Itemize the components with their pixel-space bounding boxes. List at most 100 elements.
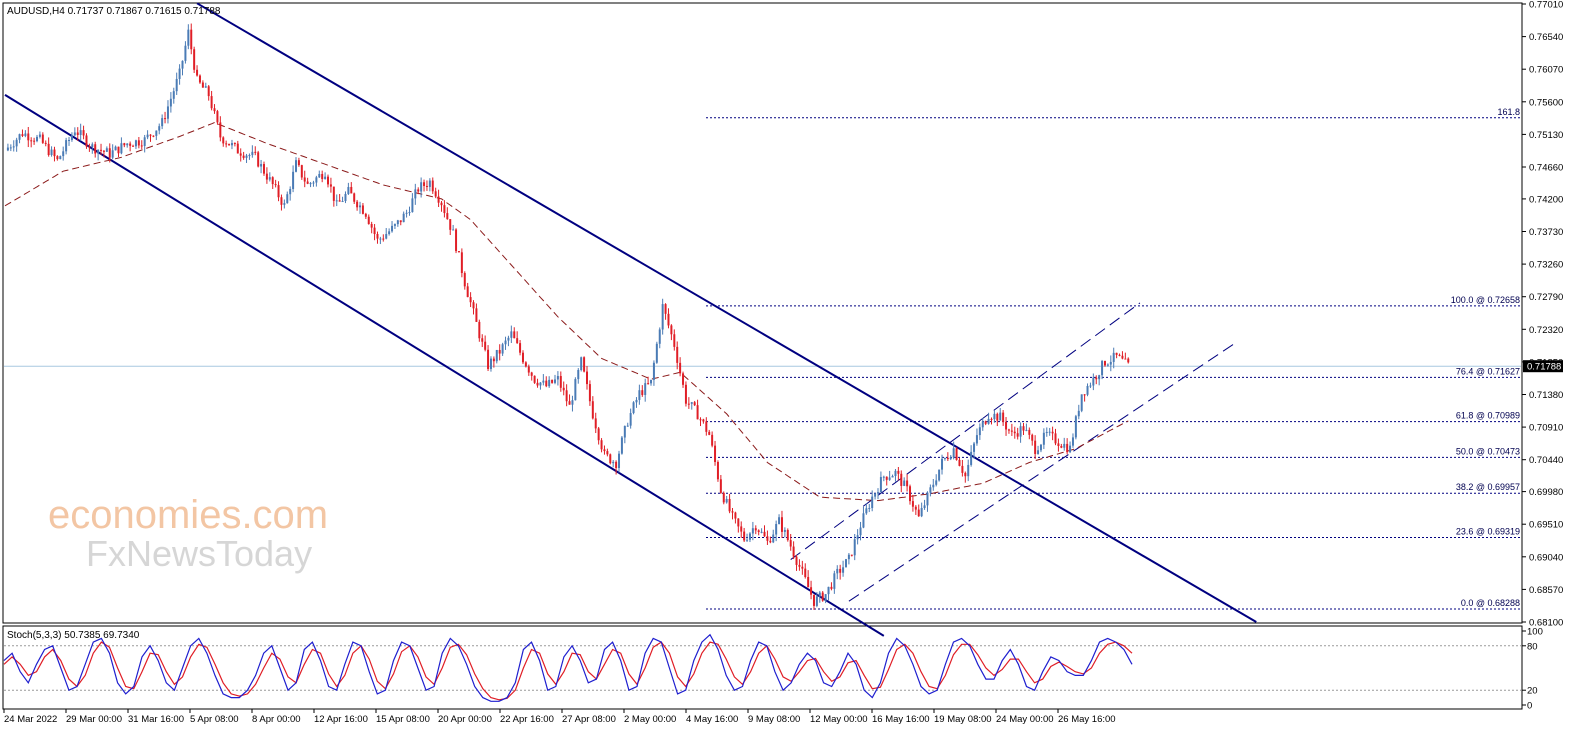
candle-body <box>417 189 420 192</box>
candle-body <box>513 331 516 339</box>
candle-body <box>1042 432 1045 445</box>
main-plot-frame <box>2 2 1523 624</box>
candle-body <box>565 390 568 402</box>
candle-body <box>938 469 941 481</box>
candle-body <box>524 362 527 367</box>
fib-level-label: 61.8 @ 0.70989 <box>1456 411 1520 421</box>
candle-body <box>891 476 894 478</box>
candle-body <box>955 448 958 460</box>
candle-body <box>332 186 335 201</box>
candle-body <box>714 445 717 462</box>
stoch-tick-label: 0 <box>1527 701 1532 712</box>
candle-body <box>597 428 600 441</box>
candle-body <box>379 238 382 240</box>
candle-body <box>303 177 306 182</box>
candle-body <box>879 477 882 493</box>
fib-level-label: 0.0 @ 0.68288 <box>1461 598 1520 608</box>
candle-body <box>1106 364 1109 366</box>
candle-body <box>484 341 487 350</box>
price-tick-label: 0.77010 <box>1529 0 1563 11</box>
candle-body <box>478 321 481 339</box>
stoch-signal-line <box>3 641 1133 701</box>
candle-body <box>696 405 699 420</box>
candle-body <box>609 454 612 464</box>
watermark-fxnewstoday: FxNewsToday <box>86 533 312 574</box>
candle-body <box>132 145 135 147</box>
candle-body <box>321 173 324 180</box>
candle-body <box>990 418 993 420</box>
candle-body <box>166 106 169 119</box>
candle-body <box>917 509 920 517</box>
candle-body <box>853 539 856 556</box>
candle-body <box>807 576 810 588</box>
candle-body <box>978 427 981 436</box>
candle-body <box>161 118 164 127</box>
price-tick-label: 0.68570 <box>1529 585 1563 596</box>
time-tick-label: 27 Apr 08:00 <box>562 714 616 725</box>
candle-body <box>1069 445 1072 453</box>
candle-body <box>245 155 248 158</box>
candle-body <box>1028 429 1031 435</box>
candle-body <box>27 133 30 141</box>
candle-body <box>443 205 446 214</box>
candle-body <box>650 379 653 384</box>
candle-body <box>449 219 452 230</box>
candle-body <box>193 49 196 70</box>
candle-body <box>388 231 391 235</box>
candle-body <box>1005 421 1008 430</box>
channel-line <box>790 302 1141 560</box>
candle-body <box>196 69 199 76</box>
main-chart-layer: 161.8 100.0 @ 0.72658 76.4 @ 0.71627 61.8 @… <box>4 2 1521 637</box>
candle-body <box>772 534 775 543</box>
candle-body <box>178 68 181 79</box>
candle-body <box>670 325 673 335</box>
candle-body <box>946 458 949 460</box>
candle-body <box>100 149 103 151</box>
candle-body <box>289 189 292 195</box>
candle-body <box>877 492 879 494</box>
candle-body <box>155 130 158 136</box>
candle-body <box>754 528 757 531</box>
candle-body <box>941 458 944 470</box>
candle-body <box>766 536 769 541</box>
candle-body <box>341 201 344 203</box>
candle-body <box>97 149 100 154</box>
time-tick-label: 31 Mar 16:00 <box>128 714 184 725</box>
candle-body <box>618 453 621 468</box>
candle-body <box>228 143 231 146</box>
price-tick-label: 0.74200 <box>1529 194 1563 205</box>
candle-body <box>12 146 15 148</box>
candle-body <box>536 382 539 386</box>
time-tick-label: 15 Apr 08:00 <box>376 714 430 725</box>
candle-body <box>1019 426 1022 437</box>
fib-level-label: 23.6 @ 0.69319 <box>1456 526 1520 536</box>
candle-body <box>612 461 615 464</box>
candle-body <box>1031 434 1034 441</box>
candle-body <box>140 145 143 147</box>
candle-body <box>434 191 437 197</box>
candle-body <box>981 421 984 428</box>
candle-body <box>530 372 533 376</box>
candle-body <box>59 156 62 160</box>
candle-body <box>472 302 475 309</box>
candle-body <box>1045 431 1048 433</box>
stochastic-layer <box>3 633 1521 702</box>
candle-body <box>658 329 661 344</box>
candle-body <box>105 148 108 152</box>
candle-body <box>440 202 443 206</box>
candle-body <box>1054 433 1057 444</box>
candle-body <box>1074 416 1077 438</box>
channel-line <box>196 2 1257 623</box>
candle-body <box>690 402 693 404</box>
candle-body <box>501 344 504 354</box>
candle-body <box>1039 444 1042 451</box>
candle-body <box>748 533 751 540</box>
candle-body <box>606 451 609 455</box>
candle-body <box>1071 437 1074 446</box>
candle-body <box>324 176 327 180</box>
candle-body <box>466 286 469 298</box>
candle-body <box>775 524 778 535</box>
candle-body <box>248 155 251 157</box>
candle-body <box>821 592 824 601</box>
